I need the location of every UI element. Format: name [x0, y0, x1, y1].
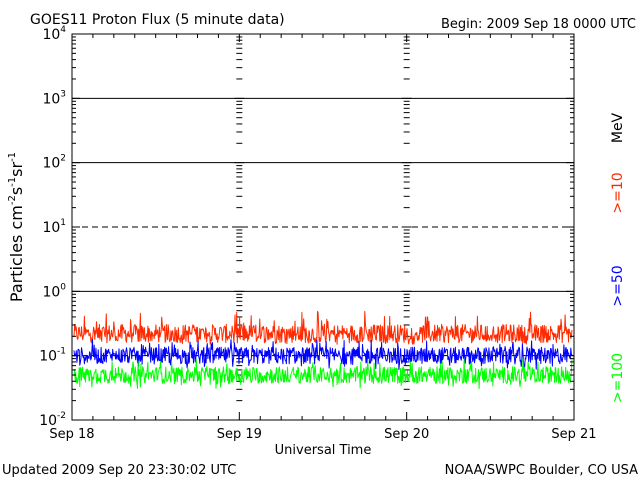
x-tick-label: Sep 18: [49, 427, 94, 442]
y-label-sup3: -1: [7, 152, 18, 162]
series-line-0: [73, 310, 573, 345]
y-tick-label: 102: [42, 154, 66, 172]
legend-ge100: >=100: [610, 353, 626, 403]
chart-title: GOES11 Proton Flux (5 minute data): [30, 12, 285, 28]
x-axis-label: Universal Time: [275, 443, 372, 458]
x-tick-label: Sep 21: [551, 427, 596, 442]
x-tick-labels: Sep 18 Sep 19 Sep 20 Sep 21: [49, 427, 596, 442]
updated-timestamp: Updated 2009 Sep 20 23:30:02 UTC: [2, 463, 236, 478]
y-label-sup2: -1: [7, 177, 18, 187]
y-label-mid2: sr: [7, 162, 26, 177]
grid-lines: [72, 97, 574, 357]
y-tick-label: 100: [42, 282, 66, 300]
series-group: [73, 310, 573, 389]
x-tick-label: Sep 20: [384, 427, 429, 442]
y-tick-label: 103: [42, 89, 66, 107]
begin-label: Begin: 2009 Sep 18 0000 UTC: [441, 17, 636, 32]
legend-ge10: >=10: [610, 172, 626, 213]
x-tick-label: Sep 19: [217, 427, 262, 442]
y-tick-label: 10-2: [39, 411, 66, 429]
y-label-sup1: -2: [7, 195, 18, 205]
series-line-1: [73, 339, 573, 371]
y-tick-label: 101: [42, 218, 66, 236]
y-axis-label: Particles cm-2s-1sr-1: [7, 152, 26, 302]
data-source: NOAA/SWPC Boulder, CO USA: [445, 463, 638, 478]
legend-unit: MeV: [610, 112, 626, 143]
y-label-mid1: s: [7, 187, 26, 195]
y-tick-label: 104: [42, 25, 66, 43]
y-tick-label: 10-1: [39, 347, 66, 365]
legend-ge50: >=50: [610, 265, 626, 306]
y-tick-labels: 10-2 10-1 100 101 102 103 104: [39, 25, 66, 429]
frame-ticks: [71, 33, 575, 421]
series-line-2: [73, 358, 573, 389]
y-label-main: Particles cm: [7, 205, 26, 302]
